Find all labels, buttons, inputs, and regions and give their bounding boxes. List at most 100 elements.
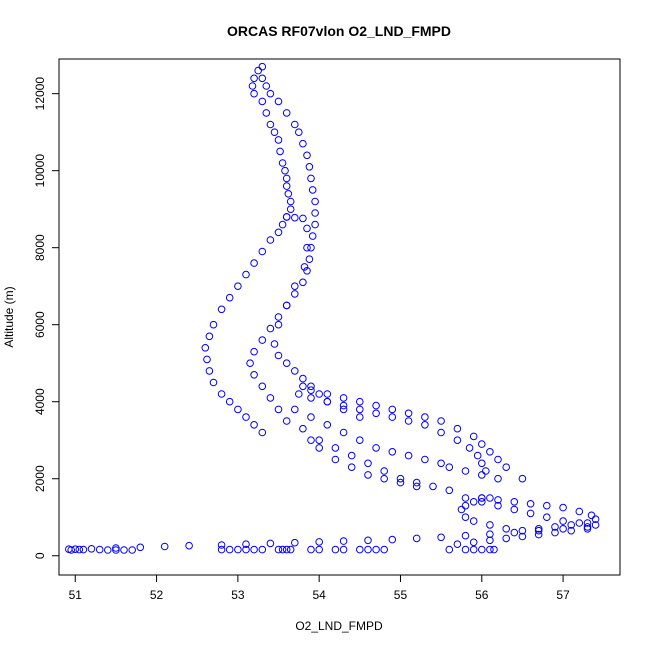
data-point — [282, 359, 291, 368]
data-point — [461, 513, 470, 522]
data-point — [311, 209, 319, 217]
data-point — [291, 290, 299, 298]
data-point — [473, 451, 482, 460]
data-point — [339, 401, 348, 410]
data-point — [486, 494, 494, 502]
data-point — [217, 541, 226, 549]
data-point — [300, 263, 309, 271]
data-point — [339, 394, 348, 402]
data-point — [299, 374, 307, 383]
data-point — [429, 482, 437, 491]
data-point — [303, 151, 311, 160]
data-point — [266, 324, 275, 333]
data-point — [518, 526, 527, 535]
data-point — [453, 540, 462, 549]
data-point — [534, 530, 543, 539]
data-point — [203, 355, 211, 364]
data-point — [299, 278, 307, 287]
data-point — [307, 243, 315, 252]
data-point — [412, 534, 421, 543]
y-tick-label: 6000 — [33, 311, 47, 338]
data-point — [461, 531, 470, 540]
data-point — [242, 270, 250, 279]
data-point — [510, 498, 519, 506]
data-point — [331, 455, 340, 464]
data-point — [248, 82, 257, 90]
data-point — [274, 405, 283, 414]
data-point — [234, 545, 242, 554]
data-point — [364, 536, 372, 545]
data-point — [478, 498, 486, 506]
data-point — [262, 109, 271, 117]
data-point — [526, 500, 535, 508]
data-point — [380, 467, 389, 475]
data-point — [291, 213, 299, 222]
data-point — [587, 511, 596, 520]
data-point — [286, 205, 295, 213]
data-point — [250, 371, 258, 379]
data-point — [437, 428, 445, 437]
data-point — [104, 546, 112, 554]
y-tick-label: 12000 — [33, 77, 47, 111]
x-axis-label: O2_LND_FMPD — [295, 619, 383, 633]
data-point — [331, 444, 340, 452]
data-point — [494, 496, 502, 504]
data-point — [412, 482, 421, 491]
data-point — [461, 501, 470, 510]
data-point — [543, 501, 551, 510]
data-point — [311, 220, 319, 229]
data-point — [258, 545, 267, 554]
data-point — [323, 390, 332, 398]
data-point — [591, 515, 600, 524]
data-point — [250, 545, 258, 554]
data-point — [583, 523, 592, 531]
data-point — [486, 536, 494, 545]
data-point — [534, 526, 543, 535]
data-point — [534, 525, 543, 533]
data-point — [307, 413, 315, 421]
data-point — [303, 224, 311, 233]
data-point — [291, 367, 299, 375]
x-tick-label: 54 — [312, 588, 326, 602]
data-point — [75, 545, 84, 554]
data-point — [372, 444, 380, 452]
data-point — [291, 538, 299, 547]
data-point — [185, 541, 193, 550]
data-point — [258, 428, 267, 437]
data-point — [307, 382, 315, 391]
data-point — [364, 471, 372, 479]
data-point — [307, 545, 315, 554]
data-point — [250, 89, 258, 98]
data-point — [246, 359, 254, 368]
data-point — [482, 467, 490, 475]
data-point — [71, 545, 80, 554]
data-point — [437, 417, 445, 425]
data-point — [583, 519, 592, 527]
data-point — [445, 545, 454, 554]
data-point — [266, 394, 275, 402]
data-point — [250, 74, 258, 83]
data-point — [339, 428, 348, 437]
data-point — [209, 320, 218, 329]
data-point — [518, 532, 527, 541]
data-point — [575, 519, 584, 527]
data-point — [356, 545, 364, 554]
data-point — [303, 243, 311, 252]
data-point — [323, 421, 332, 429]
data-point — [217, 545, 226, 554]
data-point — [315, 538, 324, 546]
data-point — [311, 197, 319, 206]
data-point — [591, 521, 600, 529]
data-point — [543, 513, 551, 522]
y-tick-label: 4000 — [33, 388, 47, 415]
data-point — [136, 543, 145, 552]
data-point — [284, 190, 293, 198]
data-point — [559, 517, 567, 525]
data-point — [305, 255, 314, 264]
data-point — [396, 474, 405, 483]
y-axis-label: Altitude (m) — [2, 286, 16, 347]
data-point — [404, 451, 413, 460]
data-point — [453, 436, 462, 445]
data-point — [461, 467, 470, 475]
